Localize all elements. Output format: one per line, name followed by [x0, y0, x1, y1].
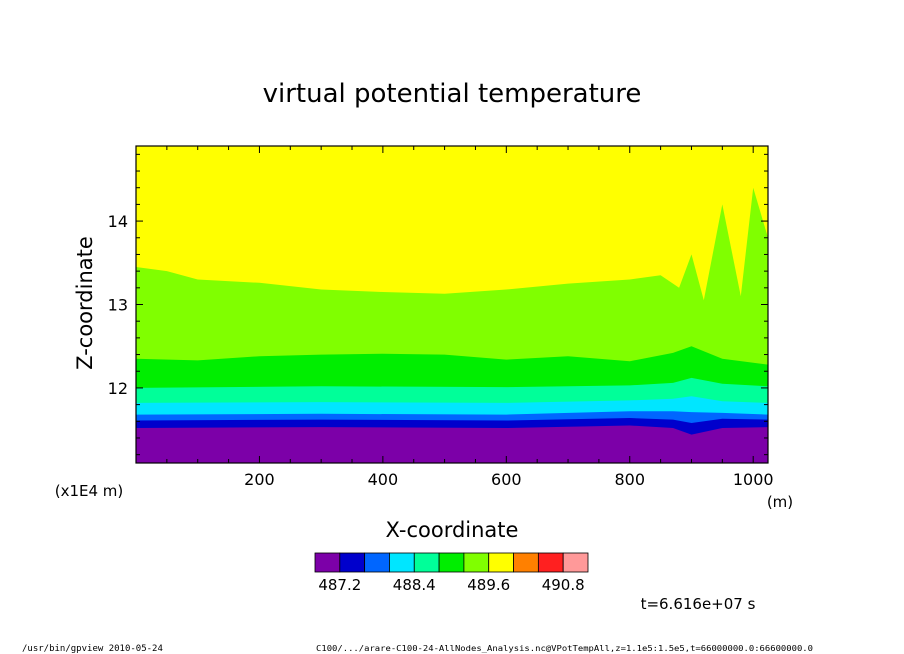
colorbar-swatch — [488, 552, 514, 573]
colorbar-label: 487.2 — [318, 576, 361, 594]
colorbar-swatch — [463, 552, 490, 573]
colorbar-swatch — [562, 552, 589, 573]
y-axis-label: Z-coordinate — [73, 236, 97, 370]
footer-left: /usr/bin/gpview 2010-05-24 — [22, 644, 163, 654]
colorbar-swatch — [339, 552, 366, 573]
x-axis-label: X-coordinate — [386, 518, 519, 542]
y-tick-label: 13 — [108, 296, 128, 315]
colorbar-label: 488.4 — [393, 576, 436, 594]
x-tick-label: 400 — [368, 470, 399, 489]
colorbar-swatch — [314, 552, 341, 573]
x-axis-unit: (m) — [767, 493, 793, 511]
x-tick-label: 800 — [614, 470, 645, 489]
colorbar-swatch — [537, 552, 564, 573]
colorbar-swatch — [389, 552, 415, 573]
contour-band-purple — [136, 425, 768, 463]
colorbar: 487.2 488.4 489.6 490.8 — [314, 552, 589, 594]
time-annotation: t=6.616e+07 s — [641, 595, 756, 613]
chart-title: virtual potential temperature — [263, 79, 642, 109]
colorbar-swatch — [513, 552, 539, 573]
x-tick-label: 200 — [244, 470, 275, 489]
x-tick-label: 1000 — [733, 470, 774, 489]
footer-right: C100/.../arare-C100-24-AllNodes_Analysis… — [316, 644, 813, 653]
colorbar-label: 490.8 — [542, 576, 585, 594]
x-tick-label: 600 — [491, 470, 522, 489]
colorbar-swatch — [364, 552, 390, 573]
colorbar-swatch — [413, 552, 440, 573]
plot-area: 200 400 600 800 1000 12 13 14 — [108, 145, 774, 489]
y-axis-unit: (x1E4 m) — [55, 482, 124, 500]
colorbar-label: 489.6 — [467, 576, 510, 594]
y-tick-label: 14 — [108, 212, 128, 231]
y-tick-label: 12 — [108, 379, 128, 398]
colorbar-swatch — [438, 552, 465, 573]
